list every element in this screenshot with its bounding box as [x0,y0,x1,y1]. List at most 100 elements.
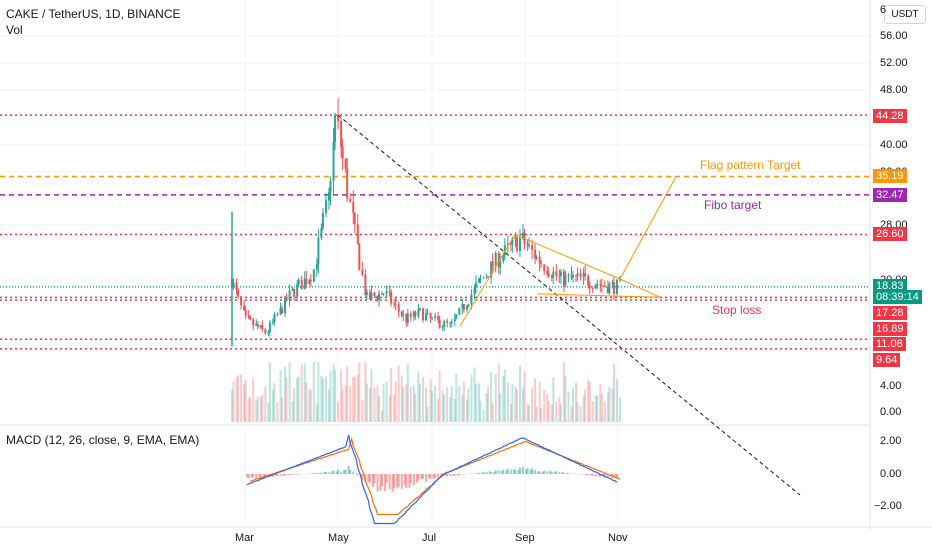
volume-bar [361,399,364,422]
macd-histogram-bar [497,470,500,474]
volume-bar [514,386,517,422]
macd-histogram-bar [482,471,485,474]
macd-histogram-bar [546,471,549,474]
macd-panel [246,434,621,525]
volume-bar [397,365,400,422]
macd-histogram-bar [555,471,558,474]
candle-body [437,316,440,320]
candle-body [619,279,621,281]
volume-bar [485,393,488,422]
macd-histogram-bar [276,474,279,476]
currency-unit-button[interactable]: USDT [884,5,926,24]
candle-body [285,297,288,301]
macd-line [246,434,618,525]
candle-body [559,271,562,276]
candle-body [406,313,409,323]
macd-histogram-bar [332,470,335,474]
candle-body [522,232,524,238]
time-tick-label: Sep [515,532,535,544]
macd-label[interactable]: MACD (12, 26, close, 9, EMA, EMA) [6,433,200,447]
macd-tick-label: −2.00 [874,500,902,512]
volume-bar [612,363,615,422]
volume-bar [599,383,602,422]
volume-bar [341,389,344,422]
volume-bar [288,362,291,422]
candle-body [594,285,597,289]
macd-histogram-bar [512,469,515,474]
candle-body [328,191,330,201]
macd-histogram-bar [393,474,396,489]
volume-bar [562,362,565,422]
candle-body [309,280,312,282]
macd-histogram-bar [615,474,618,478]
candle-body [365,292,368,295]
volume-bar [540,408,543,422]
symbol-title[interactable]: CAKE / TetherUS, 1D, BINANCE [6,7,181,21]
volume-bar [232,381,235,422]
volume-bar [293,388,296,422]
volume-bar [373,387,376,422]
candle-body [470,294,473,305]
candle-body [497,252,500,268]
candle-body [300,279,303,290]
macd-histogram-bar [603,474,606,478]
volume-bar [608,387,611,422]
volume-bar [615,379,618,422]
macd-histogram-bar [428,474,431,479]
volume-bar [522,388,524,422]
candle-body [279,307,282,315]
candle-body [485,276,488,278]
price-tag: 9.64 [873,353,901,367]
macd-histogram-bar [379,474,382,491]
volume-bar [237,375,240,422]
macd-histogram-bar [437,474,440,478]
volume-bar [279,370,282,422]
volume-bar [531,388,534,422]
volume-bar [429,379,432,422]
macd-histogram-bar [315,472,318,474]
macd-histogram-bar [500,471,503,474]
volume-bar [497,363,500,422]
volume-bar [284,366,287,422]
volume-bar [547,400,550,422]
volume-bar [567,391,570,422]
candle-body [558,275,561,277]
macd-histogram-bar [274,474,277,476]
volume-bar [337,402,340,422]
candle-body [540,263,543,265]
time-tick-label: Jul [422,532,437,544]
volume-label[interactable]: Vol [6,23,23,37]
macd-histogram-bar [561,472,564,474]
volume-bar [443,394,446,422]
macd-histogram-bar [606,474,609,478]
candle-body [358,243,361,271]
volume-bar [515,389,518,422]
macd-histogram-bar [434,474,437,478]
volume-bar [390,368,393,422]
candle-body [611,282,614,284]
volume-bar [315,403,318,422]
volume-bar [546,393,549,422]
volume-bar [535,406,538,422]
volume-bar [409,386,412,422]
volume-bar [244,379,247,422]
candle-body [400,311,403,316]
macd-histogram-bar [252,474,255,477]
candle-body [405,314,408,323]
candle-body [591,288,594,290]
candle-body [443,320,446,327]
candle-body [303,278,306,290]
volume-bar [572,387,575,422]
volume-bar [261,394,264,422]
volume-bar [340,369,343,422]
candle-body [370,292,373,300]
macd-histogram-bar [562,472,565,474]
macd-histogram-bar [493,471,496,474]
volume-bar [437,399,440,422]
price-tag: 17.28 [873,306,907,320]
macd-histogram-bar [518,467,521,474]
volume-bar [558,396,561,422]
candle-body [499,261,502,268]
candle-body [297,279,300,285]
